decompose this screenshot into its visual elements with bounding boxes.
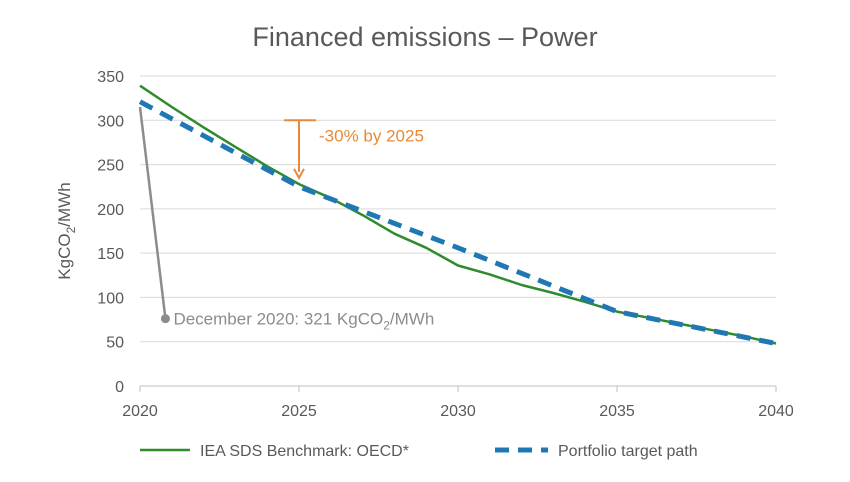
annotation-december-line [138,106,167,319]
y-tick-label: 50 [106,335,124,352]
x-tick-label: 2020 [122,403,158,420]
y-tick-label: 300 [97,113,124,130]
x-tick-label: 2030 [440,403,476,420]
legend-benchmark-label: IEA SDS Benchmark: OECD* [200,443,409,460]
annotation-arrow-head [293,168,305,180]
annotation-december-label: December 2020: 321 KgCO2/MWh [173,310,434,333]
y-tick-label: 150 [97,246,124,263]
x-tick-label: 2025 [281,403,317,420]
series-portfolio-line [138,99,777,346]
chart-title: Financed emissions – Power [252,22,597,52]
gridlines [140,75,776,343]
x-axis-ticks: 2020 2025 2030 2035 2040 [122,386,794,420]
x-tick-label: 2035 [599,403,635,420]
annotation-december-dot [160,314,170,324]
y-tick-label: 200 [97,202,124,219]
y-tick-label: 100 [97,290,124,307]
annotation-reduction-label: -30% by 2025 [319,126,424,145]
y-axis-label-text: KgCO2/MWh [55,182,78,279]
y-axis-label: KgCO2/MWh [55,182,78,279]
y-tick-label: 350 [97,69,124,86]
annotations: -30% by 2025 December 2020: 321 KgCO2/MWh [138,106,434,333]
series-lines [138,84,777,346]
series-benchmark-line [139,84,777,345]
y-tick-label: 250 [97,158,124,175]
y-tick-label: 0 [115,379,124,396]
y-axis-ticks: 0 50 100 150 200 250 300 350 [97,69,124,396]
x-tick-label: 2040 [758,403,794,420]
legend-portfolio-label: Portfolio target path [558,443,698,460]
legend: IEA SDS Benchmark: OECD* Portfolio target… [140,443,698,460]
